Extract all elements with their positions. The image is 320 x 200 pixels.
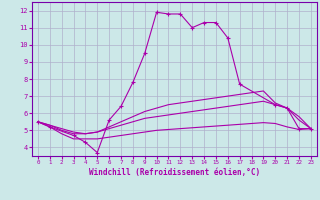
X-axis label: Windchill (Refroidissement éolien,°C): Windchill (Refroidissement éolien,°C) (89, 168, 260, 177)
